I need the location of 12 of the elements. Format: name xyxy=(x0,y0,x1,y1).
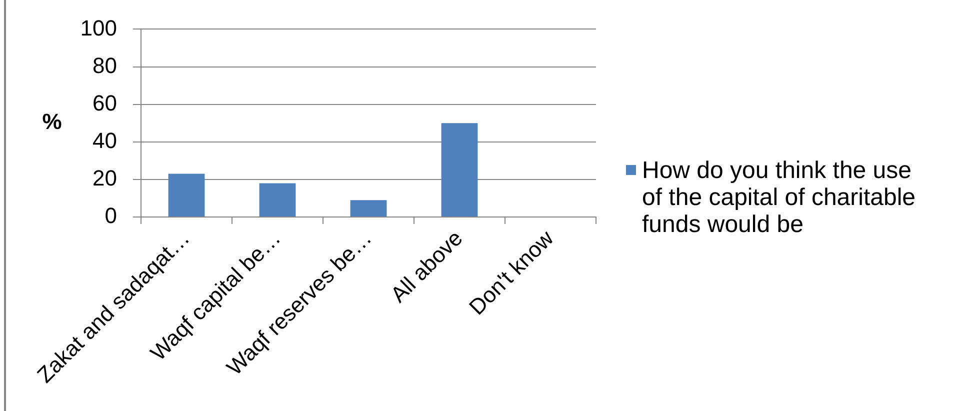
bar xyxy=(168,174,205,216)
y-tick-label: 0 xyxy=(104,203,117,228)
y-tick-label: 60 xyxy=(92,90,117,116)
y-axis-title: % xyxy=(42,109,62,134)
y-tick-label: 20 xyxy=(92,166,117,191)
bar xyxy=(259,183,296,216)
y-tick-label: 40 xyxy=(92,128,117,153)
y-tick-label: 100 xyxy=(80,15,117,40)
legend-label: How do you think the use of the capital of charitable funds would be xyxy=(642,157,917,238)
bar xyxy=(350,200,387,216)
bar xyxy=(441,123,478,216)
y-tick-label: 80 xyxy=(92,52,117,78)
